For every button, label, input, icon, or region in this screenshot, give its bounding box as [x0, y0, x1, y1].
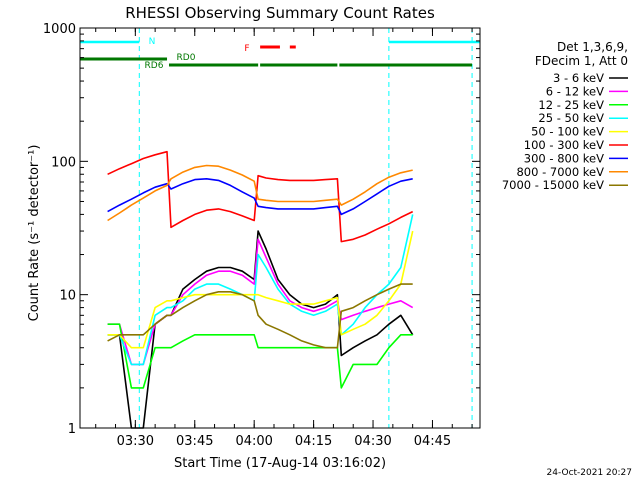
series-line-3	[107, 214, 414, 366]
series-line-4	[107, 230, 414, 349]
legend-label-0: 3 - 6 keV	[553, 71, 604, 85]
y-tick-label-1: 10	[59, 289, 76, 304]
series-line-7	[107, 164, 413, 222]
footer-timestamp: 24-Oct-2021 20:27	[547, 468, 632, 478]
axes: 1 10 100 1000 03:30 03:45 04:00 04:15 04:30 04:45	[43, 22, 480, 449]
y-axis-label: Count Rate (s⁻¹ detector⁻¹)	[27, 145, 42, 322]
x-tick-label-3: 04:15	[295, 434, 332, 449]
x-axis-label: Start Time (17-Aug-14 03:16:02)	[174, 456, 386, 471]
y-tick-label-3: 1000	[43, 22, 76, 37]
y-tick-label-2: 100	[51, 155, 76, 170]
plot-frame	[79, 27, 481, 429]
legend-label-5: 100 - 300 keV	[524, 138, 604, 152]
x-tick-label-1: 03:45	[176, 434, 213, 449]
flag-rd0-label: RD0	[177, 53, 196, 63]
legend-label-8: 7000 - 15000 keV	[502, 178, 604, 192]
series-line-2	[107, 323, 413, 389]
legend-header-line-2: FDecim 1, Att 0	[535, 54, 628, 68]
plot-area: N RD6 RD0 F	[80, 28, 480, 429]
legend-label-7: 800 - 7000 keV	[516, 165, 604, 179]
legend-label-2: 12 - 25 keV	[538, 98, 604, 112]
series-line-8	[107, 283, 413, 349]
x-tick-label-0: 03:30	[117, 434, 154, 449]
series-line-5	[107, 150, 414, 243]
legend-label-4: 50 - 100 keV	[531, 125, 604, 139]
flag-n-label: N	[149, 37, 156, 47]
legend-label-1: 6 - 12 keV	[546, 84, 604, 98]
legend-label-6: 300 - 800 keV	[524, 151, 604, 165]
series-line-6	[107, 178, 413, 216]
legend-label-3: 25 - 50 keV	[538, 111, 604, 125]
flag-rd6-label: RD6	[145, 61, 164, 71]
x-tick-label-5: 04:45	[414, 434, 451, 449]
legend-header-line-1: Det 1,3,6,9,	[557, 40, 628, 54]
chart-title: RHESSI Observing Summary Count Rates	[125, 4, 435, 22]
y-tick-label-0: 1	[68, 422, 76, 437]
flag-f-label: F	[244, 44, 249, 54]
x-tick-label-4: 04:30	[354, 434, 391, 449]
x-tick-label-2: 04:00	[235, 434, 272, 449]
